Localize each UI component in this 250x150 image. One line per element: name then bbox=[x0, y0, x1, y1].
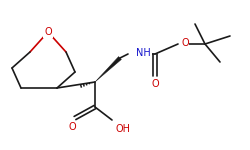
Polygon shape bbox=[95, 57, 122, 82]
Text: NH: NH bbox=[136, 48, 151, 58]
Text: O: O bbox=[44, 27, 52, 37]
Text: O: O bbox=[181, 38, 189, 48]
Text: O: O bbox=[68, 122, 76, 132]
Text: OH: OH bbox=[116, 124, 131, 134]
Text: O: O bbox=[151, 79, 159, 89]
